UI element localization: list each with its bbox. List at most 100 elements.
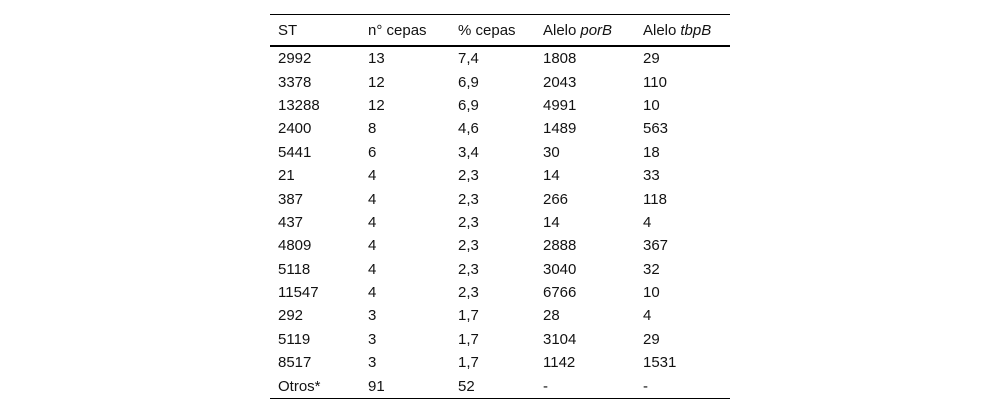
cell-pct-cepas: 1,7 (458, 307, 479, 325)
cell-st: 3378 (278, 73, 312, 91)
header-row: ST n° cepas % cepas Alelo porB Alelo tbpB (270, 14, 730, 47)
cell-st: 5118 (278, 260, 311, 278)
table-row: 3378 12 6,9 2043 110 (270, 70, 730, 93)
cell-n-cepas: 13 (368, 50, 385, 68)
cell-alelo-tbpB: 1531 (643, 354, 677, 372)
cell-alelo-tbpB: 32 (643, 260, 660, 278)
cell-alelo-porB: 2888 (543, 237, 577, 255)
cell-n-cepas: 6 (368, 143, 377, 161)
cell-n-cepas: 4 (368, 213, 377, 231)
table-body: 2992 13 7,4 1808 29 3378 12 6,9 2043 110 13288 12 6,… (270, 46, 730, 398)
header-alelo-tbpB-label: Alelo (643, 21, 677, 39)
cell-alelo-porB: - (543, 377, 548, 395)
cell-st: 5119 (278, 330, 311, 348)
st-alleles-table-container: ST n° cepas % cepas Alelo porB Alelo tbpB … (270, 14, 730, 399)
st-alleles-table: ST n° cepas % cepas Alelo porB Alelo tbpB … (270, 14, 730, 399)
header-alelo-tbpB: Alelo tbpB (635, 14, 730, 47)
table-row: 4809 4 2,3 2888 367 (270, 234, 730, 257)
table-row: 437 4 2,3 14 4 (270, 211, 730, 234)
header-st-label: ST (278, 21, 298, 39)
cell-pct-cepas: 3,4 (458, 143, 479, 161)
cell-st: 387 (278, 190, 304, 208)
cell-n-cepas: 3 (368, 354, 377, 372)
header-alelo-porB: Alelo porB (535, 14, 635, 47)
cell-pct-cepas: 2,3 (458, 284, 479, 302)
cell-pct-cepas: 2,3 (458, 260, 479, 278)
cell-n-cepas: 3 (368, 307, 377, 325)
cell-n-cepas: 12 (368, 73, 385, 91)
cell-alelo-tbpB: 29 (643, 330, 660, 348)
cell-st: 5441 (278, 143, 312, 161)
table-row: 2400 8 4,6 1489 563 (270, 117, 730, 140)
header-alelo-porB-label: Alelo (543, 21, 577, 39)
cell-alelo-porB: 4991 (543, 96, 577, 114)
header-n-cepas-label: n° cepas (368, 21, 427, 39)
cell-st: 8517 (278, 354, 312, 372)
cell-pct-cepas: 4,6 (458, 120, 479, 138)
cell-alelo-tbpB: 4 (643, 213, 652, 231)
table-row: 5118 4 2,3 3040 32 (270, 258, 730, 281)
cell-n-cepas: 4 (368, 260, 377, 278)
cell-n-cepas: 4 (368, 284, 377, 302)
cell-alelo-porB: 1489 (543, 120, 577, 138)
cell-n-cepas: 12 (368, 96, 385, 114)
cell-pct-cepas: 2,3 (458, 190, 479, 208)
cell-st: 292 (278, 307, 304, 325)
cell-st: 21 (278, 167, 295, 185)
cell-pct-cepas: 6,9 (458, 73, 479, 91)
cell-alelo-porB: 3104 (543, 330, 577, 348)
table-row: 5441 6 3,4 30 18 (270, 141, 730, 164)
cell-n-cepas: 4 (368, 237, 377, 255)
cell-n-cepas: 4 (368, 190, 377, 208)
cell-n-cepas: 8 (368, 120, 377, 138)
cell-alelo-tbpB: 118 (643, 190, 667, 208)
table-row: 13288 12 6,9 4991 10 (270, 94, 730, 117)
cell-alelo-porB: 3040 (543, 260, 577, 278)
cell-st: 2400 (278, 120, 312, 138)
cell-alelo-tbpB: 10 (643, 284, 660, 302)
tbpB-gene-label: tbpB (680, 21, 712, 39)
table-row: 11547 4 2,3 6766 10 (270, 281, 730, 304)
cell-pct-cepas: 6,9 (458, 96, 479, 114)
table-row: 292 3 1,7 28 4 (270, 304, 730, 327)
cell-alelo-porB: 266 (543, 190, 569, 208)
cell-pct-cepas: 7,4 (458, 50, 479, 68)
table-row: 387 4 2,3 266 118 (270, 187, 730, 210)
table-row: 5119 3 1,7 3104 29 (270, 328, 730, 351)
cell-alelo-tbpB: 18 (643, 143, 660, 161)
cell-alelo-tbpB: 29 (643, 50, 660, 68)
cell-pct-cepas: 2,3 (458, 167, 479, 185)
cell-alelo-tbpB: - (643, 377, 648, 395)
cell-alelo-porB: 30 (543, 143, 560, 161)
cell-pct-cepas: 1,7 (458, 330, 479, 348)
cell-alelo-tbpB: 10 (643, 96, 660, 114)
cell-alelo-tbpB: 367 (643, 237, 669, 255)
cell-alelo-tbpB: 563 (643, 120, 669, 138)
cell-alelo-porB: 1142 (543, 354, 576, 372)
cell-alelo-porB: 14 (543, 213, 560, 231)
table-row: 8517 3 1,7 1142 1531 (270, 351, 730, 374)
cell-alelo-porB: 14 (543, 167, 560, 185)
cell-pct-cepas: 52 (458, 377, 475, 395)
cell-n-cepas: 91 (368, 377, 385, 395)
cell-st: 2992 (278, 50, 312, 68)
porB-gene-label: porB (580, 21, 613, 39)
cell-st: 13288 (278, 96, 320, 114)
cell-alelo-tbpB: 4 (643, 307, 652, 325)
cell-alelo-porB: 2043 (543, 73, 577, 91)
header-pct-cepas: % cepas (450, 14, 535, 47)
header-pct-cepas-label: % cepas (458, 21, 516, 39)
table-row: 21 4 2,3 14 33 (270, 164, 730, 187)
cell-alelo-tbpB: 110 (643, 73, 667, 91)
cell-alelo-porB: 1808 (543, 50, 577, 68)
cell-n-cepas: 4 (368, 167, 377, 185)
cell-st: 4809 (278, 237, 312, 255)
table-header: ST n° cepas % cepas Alelo porB Alelo tbpB (270, 14, 730, 47)
header-st: ST (270, 14, 360, 47)
table-row: 2992 13 7,4 1808 29 (270, 46, 730, 70)
header-n-cepas: n° cepas (360, 14, 450, 47)
cell-st: 11547 (278, 284, 319, 302)
cell-st: Otros* (278, 377, 321, 395)
cell-pct-cepas: 2,3 (458, 213, 479, 231)
table-row: Otros* 91 52 - - (270, 374, 730, 398)
